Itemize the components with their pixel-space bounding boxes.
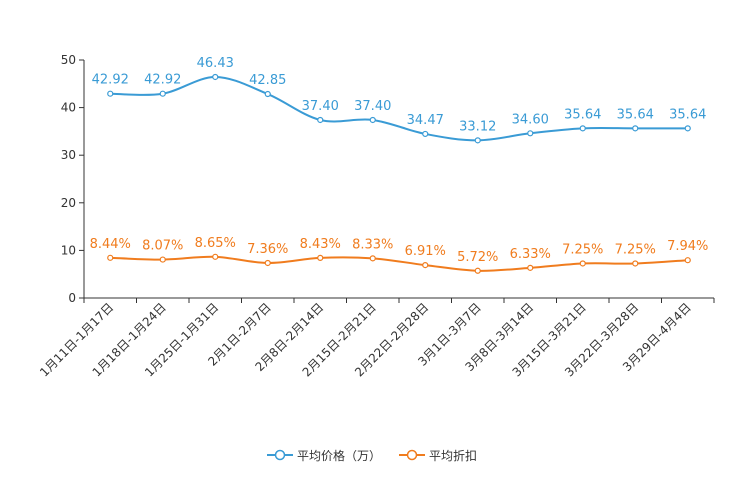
data-label: 7.25% bbox=[615, 242, 656, 257]
y-tick-label: 30 bbox=[61, 148, 76, 162]
y-tick-label: 40 bbox=[61, 101, 76, 115]
data-point bbox=[212, 253, 219, 260]
data-label: 8.43% bbox=[300, 237, 341, 252]
data-point bbox=[317, 254, 324, 261]
data-label: 8.07% bbox=[142, 239, 183, 254]
data-point bbox=[527, 264, 534, 271]
legend-item-discount[interactable]: 平均折扣 bbox=[399, 447, 477, 464]
y-tick-label: 0 bbox=[68, 291, 76, 305]
legend-line-circle-icon bbox=[399, 449, 425, 461]
data-label: 42.92 bbox=[144, 73, 181, 88]
data-label: 8.44% bbox=[90, 237, 131, 252]
data-label: 8.33% bbox=[352, 237, 393, 252]
data-label: 7.36% bbox=[247, 242, 288, 257]
data-point bbox=[159, 90, 166, 97]
data-label: 8.65% bbox=[195, 236, 236, 251]
series-layer bbox=[107, 73, 691, 274]
legend-label-price: 平均价格（万） bbox=[296, 448, 381, 463]
data-point bbox=[684, 125, 691, 132]
data-label: 6.33% bbox=[510, 247, 551, 262]
data-point bbox=[264, 90, 271, 98]
data-point bbox=[579, 260, 586, 267]
y-tick-label: 50 bbox=[61, 53, 76, 67]
data-point bbox=[474, 137, 481, 144]
data-label: 35.64 bbox=[669, 107, 706, 122]
series-line-0 bbox=[110, 75, 688, 142]
data-point bbox=[632, 260, 639, 267]
data-point bbox=[159, 256, 166, 263]
data-label: 35.64 bbox=[564, 107, 601, 122]
data-point bbox=[107, 90, 114, 97]
legend-label-discount: 平均折扣 bbox=[429, 448, 478, 463]
data-point bbox=[684, 257, 691, 264]
data-point bbox=[527, 130, 534, 137]
legend: 平均价格（万） 平均折扣 bbox=[0, 444, 744, 466]
data-label: 6.91% bbox=[405, 244, 446, 259]
y-tick-label: 10 bbox=[61, 243, 76, 257]
data-point bbox=[107, 254, 114, 261]
data-point bbox=[369, 255, 376, 262]
data-label: 33.12 bbox=[459, 119, 496, 134]
data-label: 5.72% bbox=[457, 250, 498, 265]
data-point bbox=[264, 259, 271, 267]
data-point bbox=[474, 267, 481, 274]
data-label: 42.92 bbox=[92, 73, 129, 88]
legend-line-circle-icon bbox=[266, 449, 293, 461]
data-label: 7.94% bbox=[667, 239, 708, 254]
legend-item-price[interactable]: 平均价格（万） bbox=[266, 447, 381, 464]
data-label: 34.60 bbox=[512, 112, 549, 127]
data-label: 37.40 bbox=[354, 99, 391, 114]
data-label: 35.64 bbox=[617, 107, 654, 122]
data-point bbox=[422, 262, 429, 269]
data-point bbox=[579, 125, 586, 132]
data-labels: 42.92 42.92 46.43 42.85 37.40 37.40 34.47 33.12… bbox=[90, 56, 709, 265]
line-chart: 010203040501月11日-1月17日1月18日-1月24日1月25日-1… bbox=[37, 53, 715, 380]
data-point bbox=[212, 73, 219, 81]
series-line-1 bbox=[110, 255, 688, 272]
data-label: 37.40 bbox=[302, 99, 339, 114]
data-point bbox=[422, 130, 429, 138]
data-label: 46.43 bbox=[197, 56, 234, 71]
data-point bbox=[632, 125, 639, 132]
y-tick-label: 20 bbox=[61, 196, 76, 210]
data-point bbox=[369, 116, 376, 124]
data-label: 34.47 bbox=[407, 113, 444, 128]
data-point bbox=[317, 116, 324, 124]
data-label: 7.25% bbox=[562, 242, 603, 257]
data-label: 42.85 bbox=[249, 73, 286, 88]
